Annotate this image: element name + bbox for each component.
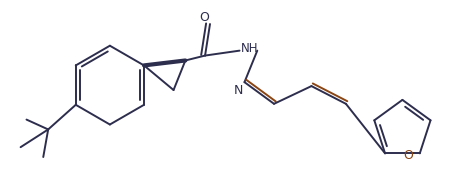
- Text: NH: NH: [241, 42, 258, 55]
- Text: N: N: [234, 84, 243, 97]
- Text: O: O: [403, 149, 413, 162]
- Text: O: O: [199, 11, 209, 24]
